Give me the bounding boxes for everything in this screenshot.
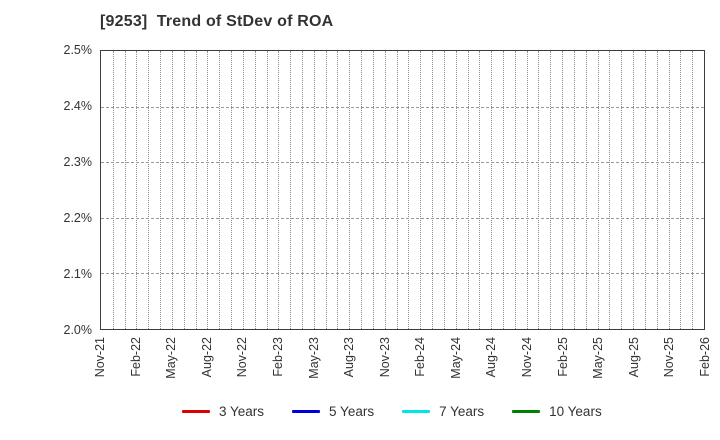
- x-tick-label: Feb-23: [270, 337, 285, 377]
- x-tick-label: Feb-26: [698, 337, 712, 377]
- vertical-gridline: [562, 51, 564, 329]
- horizontal-gridline: [101, 217, 704, 219]
- vertical-gridline: [644, 51, 646, 329]
- vertical-gridline: [254, 51, 256, 329]
- horizontal-gridline: [101, 273, 704, 275]
- vertical-gridline: [219, 51, 221, 329]
- legend-line-swatch: [292, 409, 321, 413]
- y-tick-label: 2.2%: [63, 211, 93, 225]
- x-tick-label: May-25: [591, 337, 606, 379]
- vertical-gridline: [160, 51, 162, 329]
- vertical-gridline: [231, 51, 233, 329]
- x-tick-label: May-22: [164, 337, 179, 379]
- vertical-gridline: [408, 51, 410, 329]
- x-tick-label: Nov-23: [377, 337, 392, 378]
- legend: 3 Years 5 Years 7 Years 10 Years: [182, 402, 602, 420]
- y-tick-label: 2.3%: [63, 155, 93, 169]
- x-tick-label: Feb-22: [128, 337, 143, 377]
- x-tick-label: Aug-25: [626, 337, 641, 378]
- vertical-gridline: [302, 51, 303, 329]
- vertical-gridline: [455, 51, 457, 329]
- vertical-gridline: [656, 51, 658, 329]
- vertical-gridline: [384, 51, 386, 329]
- vertical-gridline: [550, 51, 552, 329]
- vertical-gridline: [183, 51, 185, 329]
- vertical-gridline: [148, 51, 150, 329]
- vertical-gridline: [136, 51, 138, 329]
- vertical-gridline: [573, 51, 575, 329]
- legend-line-swatch: [512, 409, 541, 413]
- vertical-gridline: [526, 51, 528, 329]
- vertical-gridline: [396, 51, 398, 329]
- vertical-gridline: [432, 51, 434, 329]
- vertical-gridline: [609, 51, 611, 329]
- vertical-gridline: [112, 51, 114, 329]
- legend-label: 10 Years: [549, 403, 602, 419]
- vertical-gridline: [503, 51, 504, 329]
- legend-label: 5 Years: [329, 403, 375, 419]
- x-tick-label: Nov-22: [235, 337, 250, 378]
- vertical-gridline: [633, 51, 635, 329]
- legend-item: 10 Years: [512, 404, 602, 419]
- vertical-gridline: [337, 51, 339, 329]
- x-tick-label: May-24: [448, 337, 463, 379]
- vertical-gridline: [443, 51, 445, 329]
- x-tick-label: Aug-24: [484, 337, 499, 378]
- y-tick-label: 2.4%: [63, 99, 93, 113]
- legend-line-swatch: [182, 409, 210, 413]
- vertical-gridline: [491, 51, 493, 329]
- legend-item: 3 Years: [182, 404, 264, 419]
- x-tick-label: Aug-23: [342, 337, 357, 378]
- vertical-gridline: [372, 51, 374, 329]
- y-tick-label: 2.1%: [63, 267, 93, 281]
- vertical-gridline: [195, 51, 197, 329]
- vertical-gridline: [361, 51, 363, 329]
- legend-label: 7 Years: [439, 403, 485, 419]
- vertical-gridline: [124, 51, 126, 329]
- vertical-gridline: [692, 51, 694, 329]
- legend-label: 3 Years: [219, 403, 265, 419]
- vertical-gridline: [680, 51, 682, 329]
- x-tick-label: Nov-21: [93, 337, 107, 378]
- y-tick-label: 2.0%: [63, 323, 93, 337]
- x-tick-label: Feb-25: [555, 337, 570, 377]
- x-tick-label: Aug-22: [199, 337, 214, 378]
- vertical-gridline: [349, 51, 351, 329]
- x-tick-label: Nov-24: [520, 337, 535, 378]
- vertical-gridline: [668, 51, 670, 329]
- vertical-gridline: [242, 51, 244, 329]
- vertical-gridline: [278, 51, 280, 329]
- vertical-gridline: [313, 51, 315, 329]
- vertical-gridline: [585, 51, 587, 329]
- horizontal-gridline: [101, 106, 704, 108]
- vertical-gridline: [597, 51, 599, 329]
- vertical-gridline: [467, 51, 469, 329]
- vertical-gridline: [538, 51, 540, 329]
- x-tick-label: Feb-24: [413, 337, 428, 377]
- vertical-gridline: [479, 51, 481, 329]
- legend-item: 7 Years: [402, 404, 484, 419]
- vertical-gridline: [266, 51, 268, 329]
- plot-area: [100, 50, 705, 330]
- vertical-gridline: [621, 51, 623, 329]
- x-tick-label: May-23: [306, 337, 321, 379]
- vertical-gridline: [325, 51, 327, 329]
- vertical-gridline: [290, 51, 292, 329]
- vertical-gridline: [420, 51, 422, 329]
- chart-title: [9253] Trend of StDev of ROA: [100, 13, 334, 30]
- legend-item: 5 Years: [292, 404, 374, 419]
- x-tick-label: Nov-25: [662, 337, 677, 378]
- vertical-gridline: [207, 51, 209, 329]
- y-tick-label: 2.5%: [63, 43, 93, 57]
- vertical-gridline: [171, 51, 173, 329]
- legend-line-swatch: [402, 409, 431, 413]
- vertical-gridline: [514, 51, 516, 329]
- horizontal-gridline: [101, 162, 704, 164]
